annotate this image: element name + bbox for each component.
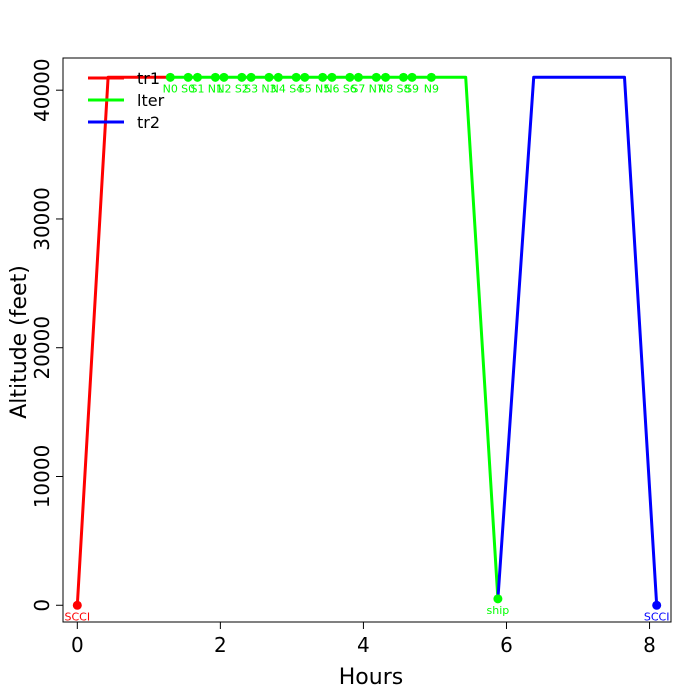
y-tick-label: 10000 (30, 445, 54, 509)
point-marker (72, 600, 82, 610)
point-marker (273, 72, 283, 82)
point-label: N7 (369, 82, 384, 95)
point-marker (246, 72, 256, 82)
point-marker (318, 72, 328, 82)
point-label: ship (487, 604, 510, 617)
point-label: S7 (351, 82, 365, 95)
point-label: S4 (289, 82, 303, 95)
point-label: SCCI (644, 610, 670, 623)
y-tick-label: 30000 (30, 187, 54, 251)
y-tick-label: 40000 (30, 58, 54, 122)
legend: tr1 lter tr2 (88, 69, 165, 132)
point-label: S5 (298, 82, 312, 95)
point-label: S8 (396, 82, 410, 95)
legend-label-tr1: tr1 (137, 69, 160, 88)
point-label: SCCI (65, 610, 91, 623)
point-label: S0 (181, 82, 195, 95)
point-marker (165, 72, 175, 82)
x-tick-label: 8 (643, 633, 656, 657)
point-label: S6 (343, 82, 357, 95)
point-label: N9 (424, 82, 439, 95)
point-marker (291, 72, 301, 82)
point-marker (652, 600, 662, 610)
x-axis-title: Hours (339, 665, 403, 690)
point-marker (493, 594, 503, 604)
y-tick-label: 20000 (30, 316, 54, 380)
point-label: N3 (261, 82, 276, 95)
point-label: S2 (235, 82, 249, 95)
point-marker (345, 72, 355, 82)
point-label: S1 (190, 82, 204, 95)
point-label: N2 (216, 82, 231, 95)
legend-label-tr2: tr2 (137, 113, 160, 132)
y-tick-label: 0 (30, 599, 54, 612)
legend-label-lter: lter (137, 91, 165, 110)
point-label: N4 (271, 82, 286, 95)
x-tick-label: 0 (71, 633, 84, 657)
x-tick-label: 4 (357, 633, 370, 657)
point-marker (353, 72, 363, 82)
point-marker (237, 72, 247, 82)
point-label: N1 (208, 82, 223, 95)
point-label: S9 (405, 82, 419, 95)
point-marker (407, 72, 417, 82)
point-label: N5 (315, 82, 330, 95)
point-marker (426, 72, 436, 82)
point-label: N6 (324, 82, 339, 95)
point-marker (219, 72, 229, 82)
point-marker (192, 72, 202, 82)
series-line-tr2 (496, 75, 659, 607)
point-marker (210, 72, 220, 82)
point-marker (381, 72, 391, 82)
point-label: S3 (244, 82, 258, 95)
point-label: N8 (378, 82, 393, 95)
plot-frame (62, 57, 672, 623)
chart-axes: 0 2 4 6 8 0 10000 20000 30000 40000 (30, 57, 672, 657)
point-label: N0 (163, 82, 178, 95)
x-tick-label: 6 (500, 633, 513, 657)
point-marker (371, 72, 381, 82)
point-marker (327, 72, 337, 82)
point-marker (398, 72, 408, 82)
y-axis-title: Altitude (feet) (7, 265, 32, 419)
x-tick-label: 2 (214, 633, 227, 657)
point-marker (300, 72, 310, 82)
point-marker (264, 72, 274, 82)
point-marker (183, 72, 193, 82)
